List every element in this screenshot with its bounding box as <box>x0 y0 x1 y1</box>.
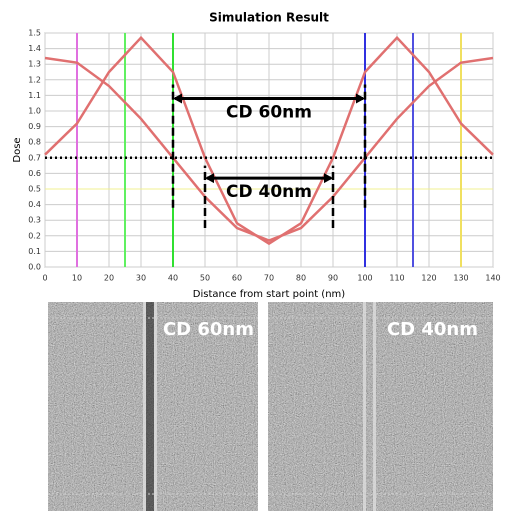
sem-label: CD 40nm <box>387 319 478 340</box>
sem-edge <box>154 302 157 511</box>
y-axis-label: Dose <box>12 137 23 162</box>
y-tick-label: 0.5 <box>28 185 41 194</box>
x-tick-label: 30 <box>136 274 146 283</box>
y-tick-label: 1.1 <box>28 91 41 100</box>
y-tick-label: 1.5 <box>28 29 41 38</box>
y-tick-label: 0.7 <box>28 153 41 162</box>
arrow-head <box>324 173 333 184</box>
sem-label: CD 60nm <box>163 319 254 340</box>
y-tick-label: 0.4 <box>28 200 41 209</box>
arrow-head <box>173 93 182 104</box>
x-tick-label: 110 <box>389 274 404 283</box>
y-tick-label: 0.3 <box>28 216 41 225</box>
y-tick-label: 1.3 <box>28 60 41 69</box>
x-tick-label: 40 <box>168 274 178 283</box>
x-tick-label: 60 <box>232 274 242 283</box>
x-tick-label: 20 <box>104 274 114 283</box>
x-tick-label: 80 <box>296 274 306 283</box>
sem-image <box>268 302 493 511</box>
x-tick-label: 100 <box>357 274 372 283</box>
y-tick-label: 0.9 <box>28 122 41 131</box>
y-tick-label: 1.4 <box>28 44 41 53</box>
dose-curve <box>44 56 494 242</box>
sem-edge <box>363 302 366 511</box>
x-tick-label: 90 <box>328 274 338 283</box>
x-axis-label: Distance from start point (nm) <box>193 289 345 300</box>
y-tick-label: 0.2 <box>28 231 41 240</box>
y-tick-label: 0.8 <box>28 138 41 147</box>
x-tick-label: 50 <box>200 274 210 283</box>
x-tick-label: 140 <box>485 274 500 283</box>
sem-edge <box>373 302 376 511</box>
arrow-head <box>205 173 214 184</box>
cd-label: CD 40nm <box>226 182 312 202</box>
x-tick-label: 130 <box>453 274 468 283</box>
x-tick-label: 0 <box>42 274 47 283</box>
sem-edge <box>143 302 146 511</box>
cd-label: CD 60nm <box>226 103 312 123</box>
dose-curve <box>44 35 494 246</box>
x-tick-label: 10 <box>72 274 82 283</box>
y-tick-label: 1.0 <box>28 107 41 116</box>
y-tick-label: 1.2 <box>28 75 41 84</box>
x-tick-label: 120 <box>421 274 436 283</box>
y-tick-label: 0.0 <box>28 263 41 272</box>
y-tick-label: 0.6 <box>28 169 41 178</box>
sem-gap <box>146 302 154 511</box>
y-tick-label: 0.1 <box>28 247 41 256</box>
arrow-head <box>356 93 365 104</box>
chart-title: Simulation Result <box>209 11 329 25</box>
sem-panels: CD 60nm CD 40nm <box>48 302 493 511</box>
x-tick-label: 70 <box>264 274 274 283</box>
